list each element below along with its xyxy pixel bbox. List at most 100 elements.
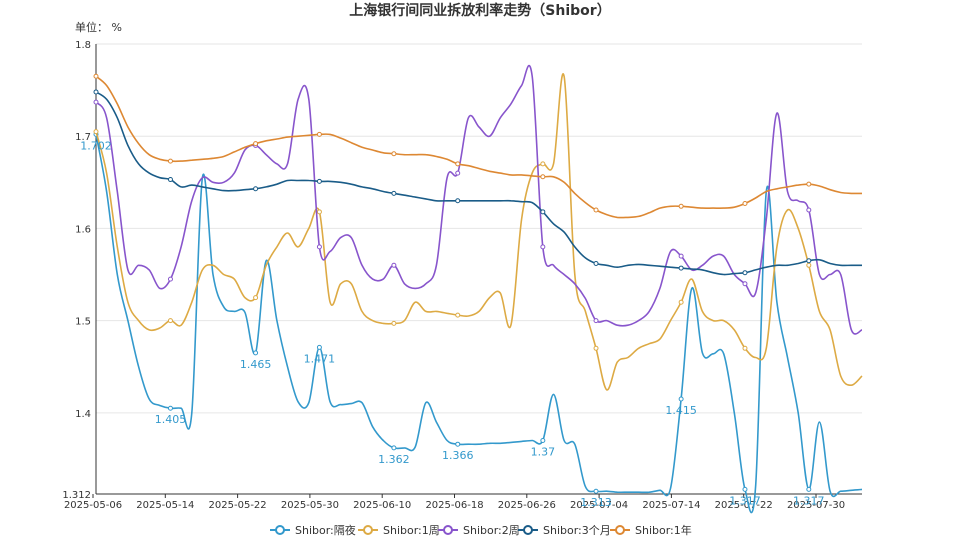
legend-swatch-marker xyxy=(523,525,533,535)
data-point xyxy=(540,161,546,167)
data-point xyxy=(742,345,748,351)
legend-swatch-marker xyxy=(363,525,373,535)
data-point xyxy=(593,488,599,494)
series-line xyxy=(95,75,863,219)
data-point xyxy=(540,209,546,215)
data-point xyxy=(93,99,99,105)
grid-layer xyxy=(96,43,862,495)
data-point xyxy=(678,396,684,402)
series-4 xyxy=(93,73,863,219)
data-point xyxy=(593,260,599,266)
data-point xyxy=(167,158,173,164)
data-point xyxy=(742,201,748,207)
data-point xyxy=(316,244,322,250)
x-tick-label: 2025-07-30 xyxy=(787,500,845,511)
data-point xyxy=(806,486,812,492)
legend-item[interactable]: Shibor:1周 xyxy=(358,524,440,537)
x-tick-label: 2025-05-06 xyxy=(64,500,122,511)
legend-item[interactable]: Shibor:1年 xyxy=(610,523,692,537)
data-point xyxy=(742,281,748,287)
data-label: 1.313 xyxy=(580,496,612,509)
x-tick-label: 2025-05-14 xyxy=(136,500,194,511)
data-point xyxy=(806,258,812,264)
data-point xyxy=(678,299,684,305)
y-tick-label: 1.5 xyxy=(75,317,91,328)
data-label: 1.471 xyxy=(304,352,336,365)
legend-label: Shibor:2周 xyxy=(463,524,520,537)
legend-item[interactable]: Shibor:3个月 xyxy=(518,524,611,537)
data-point xyxy=(391,445,397,451)
series-line xyxy=(95,134,863,514)
data-point xyxy=(742,486,748,492)
data-point xyxy=(391,190,397,196)
data-point xyxy=(540,438,546,444)
data-point xyxy=(316,178,322,184)
series-1 xyxy=(93,73,863,391)
data-label: 1.317 xyxy=(793,494,825,507)
series-line xyxy=(95,64,863,335)
data-point xyxy=(540,244,546,250)
data-point xyxy=(742,270,748,276)
data-point xyxy=(316,344,322,350)
data-label: 1.465 xyxy=(240,358,272,371)
data-point xyxy=(391,320,397,326)
data-point xyxy=(167,177,173,183)
data-point xyxy=(316,131,322,137)
data-label: 1.366 xyxy=(442,449,474,462)
data-point xyxy=(167,276,173,282)
x-tick-label: 2025-07-04 xyxy=(570,500,628,511)
data-label: 1.37 xyxy=(531,446,556,459)
y-tick-label: 1.312 xyxy=(62,490,91,501)
data-label-layer: 1.702 1.405 1.465 1.471 1.362 1.366 1.37 1.313 1… xyxy=(80,139,824,509)
legend[interactable]: Shibor:隔夜 Shibor:1周 Shibor:2周 Shibor:3个月 Shi… xyxy=(270,523,692,537)
data-point xyxy=(253,350,259,356)
data-point xyxy=(678,203,684,209)
series-line xyxy=(95,73,863,391)
data-point xyxy=(455,198,461,204)
y-tick-label: 1.6 xyxy=(75,224,91,235)
x-tick-label: 2025-06-10 xyxy=(353,500,411,511)
x-tick-label: 2025-05-22 xyxy=(209,500,267,511)
data-label: 1.415 xyxy=(665,404,697,417)
data-point xyxy=(253,186,259,192)
y-tick-label: 1.8 xyxy=(75,40,91,51)
data-point xyxy=(806,207,812,213)
x-tick-label: 2025-06-26 xyxy=(498,500,556,511)
data-point xyxy=(316,209,322,215)
legend-label: Shibor:1年 xyxy=(635,523,692,537)
data-point xyxy=(167,318,173,324)
data-point xyxy=(93,129,99,135)
legend-label: Shibor:1周 xyxy=(383,524,440,537)
legend-item[interactable]: Shibor:隔夜 xyxy=(270,523,356,537)
data-point xyxy=(93,73,99,79)
x-tick-label: 2025-06-18 xyxy=(425,500,483,511)
legend-swatch-marker xyxy=(615,525,625,535)
y-tick-label: 1.4 xyxy=(75,409,91,420)
series-2 xyxy=(93,64,863,335)
data-point xyxy=(455,170,461,176)
data-point xyxy=(806,262,812,268)
data-point xyxy=(253,141,259,147)
data-point xyxy=(253,295,259,301)
series-line xyxy=(95,91,862,276)
x-tick-label: 2025-05-30 xyxy=(281,500,339,511)
data-point xyxy=(391,151,397,157)
series-layer xyxy=(93,64,863,514)
data-point xyxy=(540,174,546,180)
data-label: 1.362 xyxy=(378,453,410,466)
legend-label: Shibor:3个月 xyxy=(543,524,611,537)
x-tick-label: 2025-07-22 xyxy=(715,500,773,511)
x-tick-label: 2025-07-14 xyxy=(642,500,700,511)
unit-label: 单位： % xyxy=(75,20,122,34)
legend-item[interactable]: Shibor:2周 xyxy=(438,524,520,537)
data-label: 1.317 xyxy=(729,494,761,507)
data-point xyxy=(455,441,461,447)
data-label: 1.702 xyxy=(80,139,112,152)
series-3 xyxy=(93,89,862,276)
data-point xyxy=(593,345,599,351)
data-point xyxy=(806,181,812,187)
data-label: 1.405 xyxy=(155,413,187,426)
data-point xyxy=(167,405,173,411)
legend-label: Shibor:隔夜 xyxy=(295,523,356,537)
